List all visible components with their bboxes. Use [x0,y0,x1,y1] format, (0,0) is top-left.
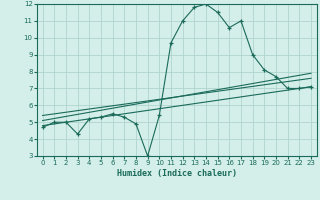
X-axis label: Humidex (Indice chaleur): Humidex (Indice chaleur) [117,169,237,178]
